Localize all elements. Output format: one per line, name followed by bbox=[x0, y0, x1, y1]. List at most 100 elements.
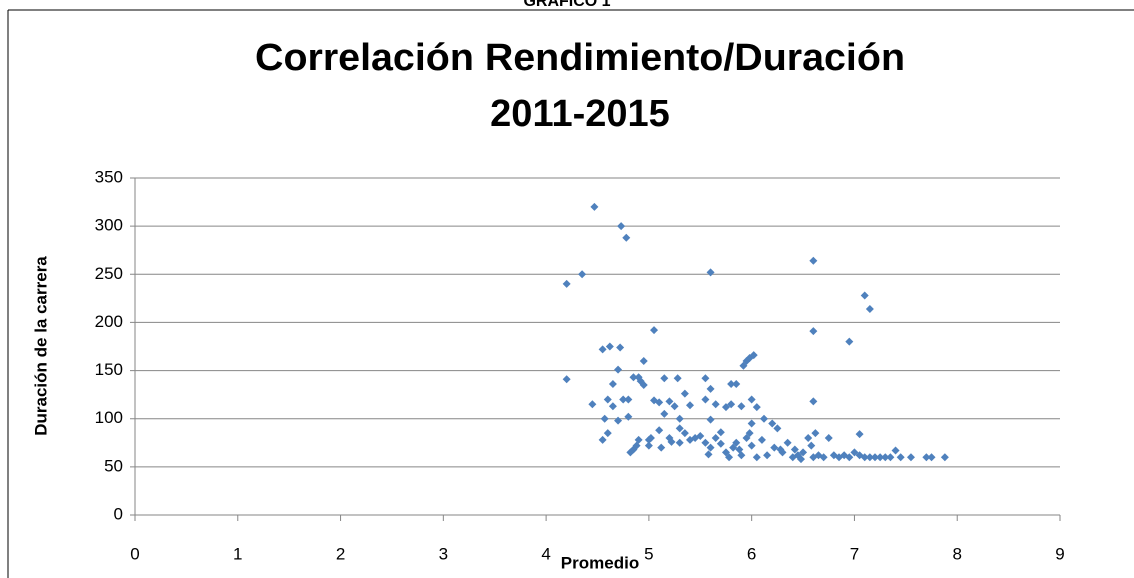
point bbox=[732, 380, 741, 389]
point bbox=[608, 402, 617, 411]
point bbox=[675, 438, 684, 447]
point bbox=[876, 453, 885, 462]
point bbox=[860, 453, 869, 462]
point bbox=[776, 445, 785, 454]
point bbox=[725, 453, 734, 462]
point bbox=[680, 429, 689, 438]
point bbox=[760, 414, 768, 423]
point bbox=[622, 233, 631, 242]
point bbox=[747, 395, 756, 404]
y-tick-label: 150 bbox=[95, 360, 123, 379]
point bbox=[711, 433, 720, 442]
point bbox=[886, 453, 895, 462]
point bbox=[871, 453, 879, 462]
point bbox=[624, 412, 633, 421]
point bbox=[922, 453, 931, 462]
x-tick-label: 0 bbox=[130, 544, 139, 563]
point bbox=[624, 395, 633, 404]
point bbox=[657, 443, 666, 452]
point bbox=[562, 375, 571, 384]
x-tick-label: 2 bbox=[336, 544, 345, 563]
point bbox=[614, 416, 623, 425]
point bbox=[809, 327, 818, 336]
point bbox=[737, 402, 746, 411]
y-tick-label: 350 bbox=[95, 167, 123, 186]
point bbox=[619, 395, 628, 404]
point bbox=[865, 304, 874, 313]
point bbox=[706, 384, 715, 393]
point bbox=[670, 402, 679, 411]
point bbox=[732, 438, 741, 447]
point bbox=[696, 432, 705, 441]
point bbox=[686, 401, 694, 410]
point bbox=[819, 453, 828, 462]
point bbox=[747, 441, 756, 450]
point bbox=[927, 453, 936, 462]
point bbox=[716, 439, 725, 448]
y-tick-label: 50 bbox=[104, 456, 123, 475]
point bbox=[804, 433, 813, 442]
point bbox=[706, 415, 715, 424]
point bbox=[701, 438, 710, 447]
point bbox=[735, 445, 744, 454]
point bbox=[706, 268, 715, 277]
point bbox=[650, 326, 659, 335]
x-tick-label: 9 bbox=[1055, 544, 1064, 563]
x-tick-label: 4 bbox=[541, 544, 550, 563]
point bbox=[860, 291, 869, 300]
y-tick-label: 200 bbox=[95, 312, 123, 331]
x-tick-label: 6 bbox=[747, 544, 756, 563]
point bbox=[845, 453, 854, 462]
point bbox=[749, 351, 758, 360]
point bbox=[807, 441, 816, 450]
point bbox=[644, 441, 653, 450]
header: GRAFICO 1 bbox=[523, 0, 610, 10]
point bbox=[809, 397, 818, 406]
x-tick-label: 5 bbox=[644, 544, 653, 563]
point bbox=[675, 424, 684, 433]
x-tick-label: 7 bbox=[850, 544, 859, 563]
point bbox=[768, 419, 777, 428]
point bbox=[598, 435, 607, 444]
point bbox=[811, 429, 820, 438]
point bbox=[855, 430, 864, 439]
point bbox=[752, 403, 761, 412]
y-tick-label: 100 bbox=[95, 408, 123, 427]
chart-title: 2011-2015 bbox=[490, 93, 670, 135]
point bbox=[845, 337, 854, 346]
point bbox=[655, 398, 664, 407]
point bbox=[616, 343, 625, 352]
point bbox=[680, 389, 689, 398]
point bbox=[824, 433, 833, 442]
point bbox=[639, 381, 648, 390]
y-tick-label: 0 bbox=[114, 504, 123, 523]
point bbox=[704, 450, 713, 459]
point bbox=[590, 202, 599, 211]
point bbox=[673, 374, 682, 383]
point bbox=[799, 448, 808, 457]
point bbox=[891, 446, 900, 455]
point bbox=[773, 424, 782, 433]
point bbox=[809, 256, 818, 265]
point bbox=[906, 453, 915, 462]
point bbox=[711, 400, 720, 409]
point bbox=[742, 433, 751, 442]
point bbox=[721, 403, 730, 412]
point bbox=[634, 435, 643, 444]
point bbox=[667, 437, 676, 446]
point bbox=[727, 380, 736, 389]
y-axis-label: Duración de la carrera bbox=[31, 256, 50, 436]
point bbox=[600, 414, 609, 423]
point bbox=[660, 409, 669, 418]
point bbox=[614, 365, 623, 374]
point bbox=[603, 395, 612, 404]
point bbox=[797, 455, 805, 464]
point bbox=[850, 448, 859, 457]
point bbox=[752, 453, 761, 462]
point bbox=[770, 443, 779, 452]
point bbox=[605, 342, 614, 351]
point bbox=[660, 374, 669, 383]
point bbox=[701, 374, 710, 383]
